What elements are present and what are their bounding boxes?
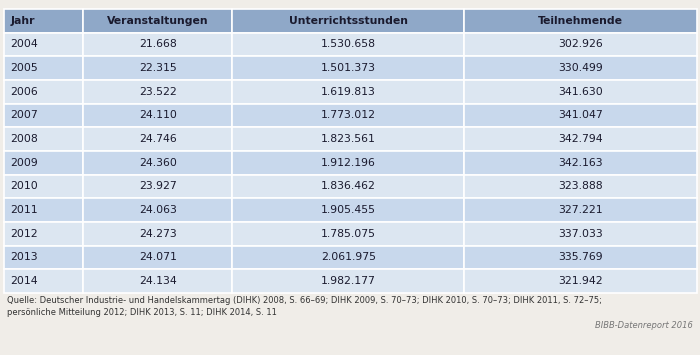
Bar (4, 80, 83, 104)
Bar (83, 198, 232, 222)
Text: 1.773.012: 1.773.012 (321, 110, 376, 120)
Text: 1.836.462: 1.836.462 (321, 181, 376, 191)
Text: 21.668: 21.668 (139, 39, 176, 49)
Bar (83, 222, 232, 246)
Text: 24.360: 24.360 (139, 158, 176, 168)
Text: BIBB-Datenreport 2016: BIBB-Datenreport 2016 (595, 321, 693, 330)
Text: 2006: 2006 (10, 87, 38, 97)
Text: 323.888: 323.888 (558, 181, 603, 191)
Bar (464, 127, 696, 151)
Bar (232, 175, 464, 198)
Text: 2014: 2014 (10, 276, 38, 286)
Bar (83, 246, 232, 269)
Bar (232, 80, 464, 104)
Text: 327.221: 327.221 (558, 205, 603, 215)
Text: 2011: 2011 (10, 205, 38, 215)
Bar (232, 151, 464, 175)
Text: 2009: 2009 (10, 158, 38, 168)
Text: 2008: 2008 (10, 134, 38, 144)
Bar (83, 80, 232, 104)
Bar (464, 104, 696, 127)
Text: 2.061.975: 2.061.975 (321, 252, 376, 262)
Bar (232, 104, 464, 127)
Bar (4, 104, 83, 127)
Text: 23.522: 23.522 (139, 87, 176, 97)
Text: 342.163: 342.163 (558, 158, 603, 168)
Bar (83, 9, 232, 33)
Bar (464, 33, 696, 56)
Bar (464, 222, 696, 246)
Text: 1.823.561: 1.823.561 (321, 134, 376, 144)
Bar (4, 269, 83, 293)
Text: 2004: 2004 (10, 39, 38, 49)
Bar (464, 175, 696, 198)
Bar (4, 222, 83, 246)
Text: 1.619.813: 1.619.813 (321, 87, 376, 97)
Text: 321.942: 321.942 (558, 276, 603, 286)
Bar (4, 246, 83, 269)
Text: 341.047: 341.047 (558, 110, 603, 120)
Text: Jahr: Jahr (10, 16, 35, 26)
Bar (4, 127, 83, 151)
Bar (232, 246, 464, 269)
Bar (83, 56, 232, 80)
Bar (232, 33, 464, 56)
Text: 1.982.177: 1.982.177 (321, 276, 376, 286)
Text: 1.785.075: 1.785.075 (321, 229, 376, 239)
Text: 1.501.373: 1.501.373 (321, 63, 376, 73)
Bar (83, 127, 232, 151)
Bar (232, 269, 464, 293)
Text: 24.134: 24.134 (139, 276, 176, 286)
Bar (464, 198, 696, 222)
Text: 341.630: 341.630 (558, 87, 603, 97)
Bar (83, 33, 232, 56)
Text: 330.499: 330.499 (558, 63, 603, 73)
Bar (464, 9, 696, 33)
Text: Unterrichtsstunden: Unterrichtsstunden (289, 16, 408, 26)
Bar (4, 151, 83, 175)
Text: 342.794: 342.794 (558, 134, 603, 144)
Text: 24.071: 24.071 (139, 252, 176, 262)
Bar (83, 104, 232, 127)
Bar (83, 151, 232, 175)
Bar (464, 246, 696, 269)
Text: Veranstaltungen: Veranstaltungen (107, 16, 209, 26)
Bar (464, 80, 696, 104)
Bar (4, 175, 83, 198)
Bar (83, 269, 232, 293)
Text: 2012: 2012 (10, 229, 38, 239)
Bar (232, 56, 464, 80)
Bar (232, 127, 464, 151)
Bar (4, 56, 83, 80)
Text: 2010: 2010 (10, 181, 38, 191)
Text: 2005: 2005 (10, 63, 38, 73)
Text: 1.905.455: 1.905.455 (321, 205, 376, 215)
Bar (232, 9, 464, 33)
Text: 2007: 2007 (10, 110, 38, 120)
Bar (4, 9, 83, 33)
Text: 24.063: 24.063 (139, 205, 176, 215)
Bar (464, 151, 696, 175)
Text: 22.315: 22.315 (139, 63, 176, 73)
Bar (4, 198, 83, 222)
Bar (4, 33, 83, 56)
Text: 24.746: 24.746 (139, 134, 176, 144)
Text: 337.033: 337.033 (558, 229, 603, 239)
Text: 23.927: 23.927 (139, 181, 176, 191)
Text: 335.769: 335.769 (558, 252, 603, 262)
Bar (464, 269, 696, 293)
Bar (232, 198, 464, 222)
Bar (464, 56, 696, 80)
Text: 2013: 2013 (10, 252, 38, 262)
Text: 24.273: 24.273 (139, 229, 176, 239)
Bar (232, 222, 464, 246)
Text: 24.110: 24.110 (139, 110, 176, 120)
Text: 1.912.196: 1.912.196 (321, 158, 376, 168)
Text: 302.926: 302.926 (558, 39, 603, 49)
Text: Quelle: Deutscher Industrie- und Handelskammertag (DIHK) 2008, S. 66–69; DIHK 20: Quelle: Deutscher Industrie- und Handels… (7, 296, 602, 317)
Bar (83, 175, 232, 198)
Text: 1.530.658: 1.530.658 (321, 39, 376, 49)
Text: Teilnehmende: Teilnehmende (538, 16, 623, 26)
